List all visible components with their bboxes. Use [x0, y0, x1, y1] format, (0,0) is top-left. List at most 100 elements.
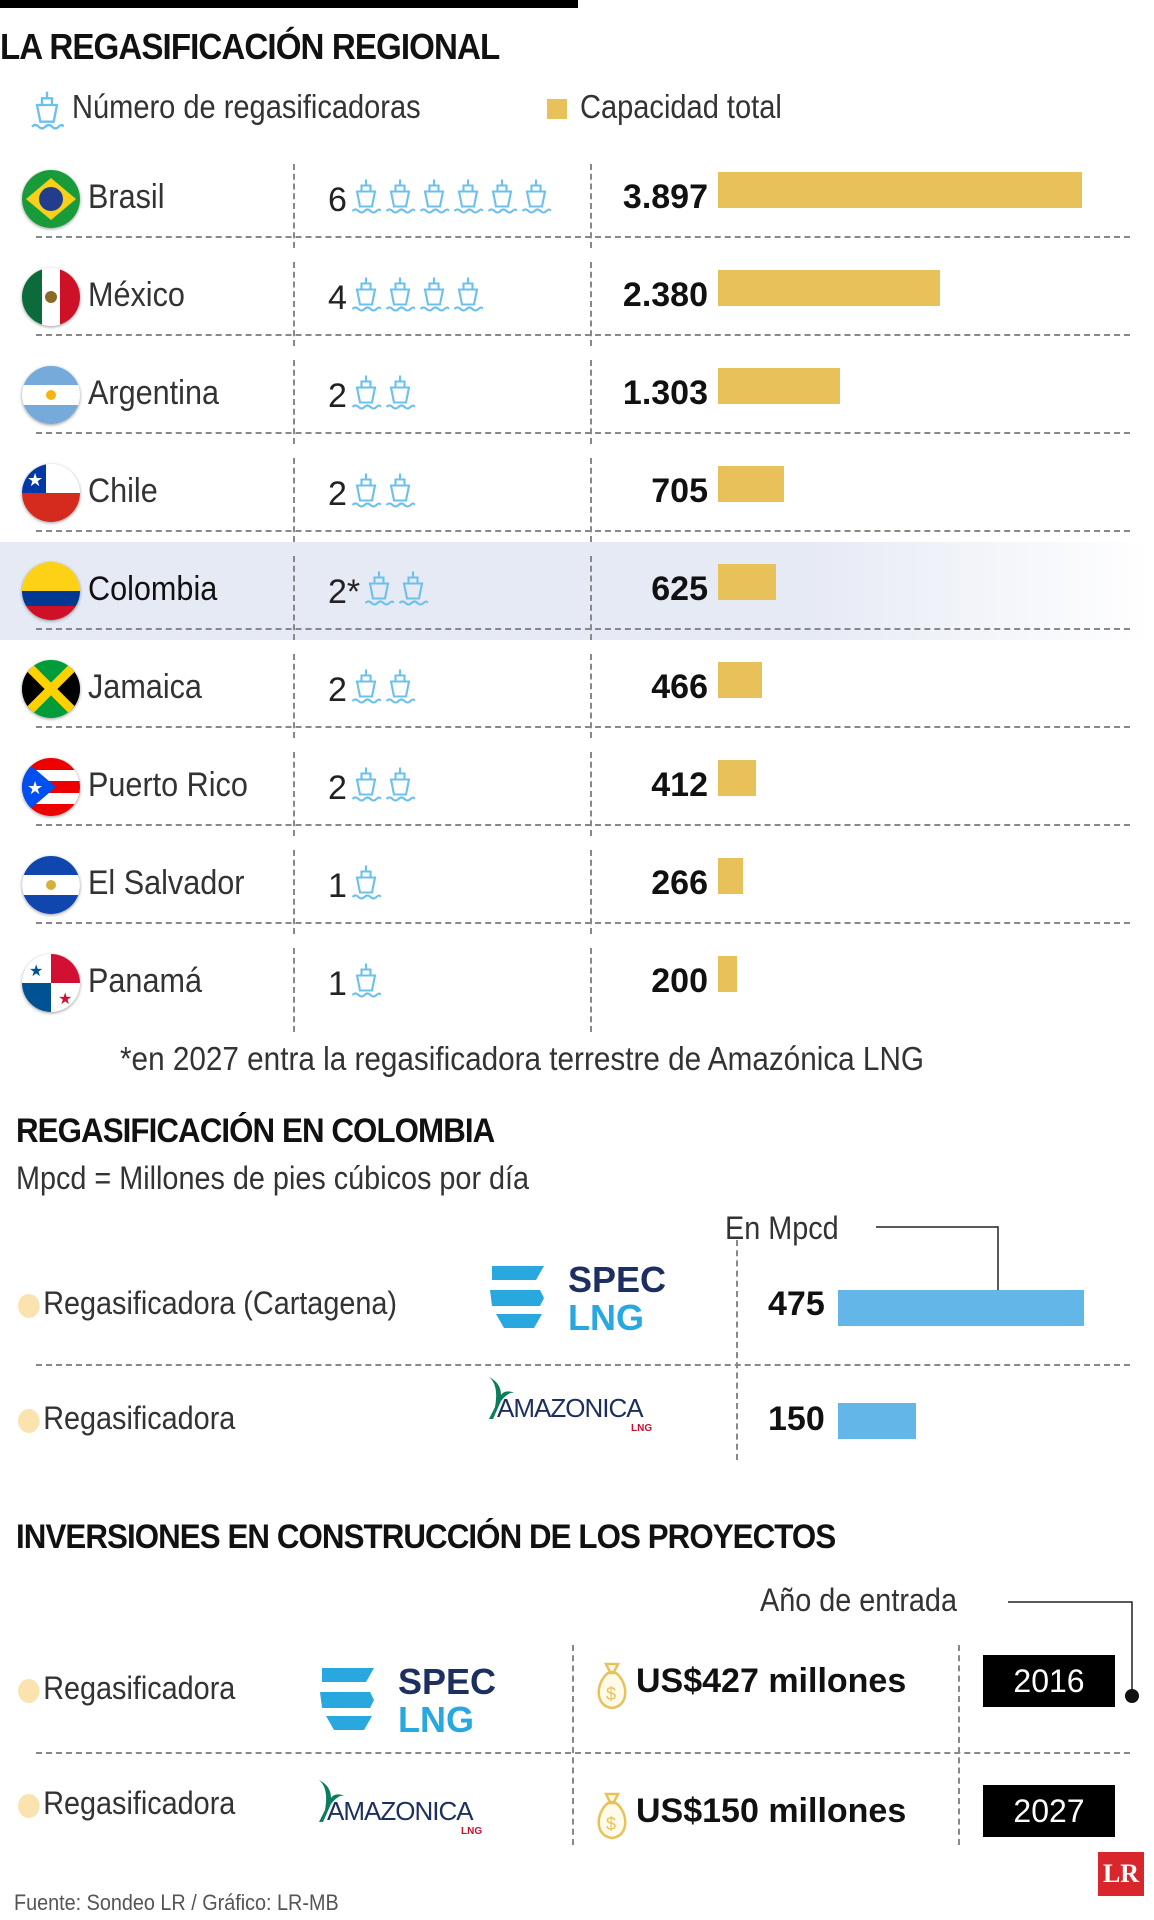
flag-icon: ★ — [22, 464, 80, 522]
capacity-bar-amazonica — [838, 1403, 916, 1439]
regasifier-count: 2 — [328, 668, 416, 713]
svg-text:★: ★ — [58, 991, 72, 1008]
amazonica-lng-logo: AMAZONICA LNG — [485, 1375, 665, 1440]
ship-icon — [453, 276, 484, 321]
regasifier-count: 6 — [328, 178, 552, 223]
ship-icon — [351, 668, 382, 713]
spec-lng-logo: SPEC LNG — [488, 1258, 678, 1343]
money-bag-icon: $ — [592, 1660, 632, 1717]
ship-icon — [398, 570, 430, 615]
ship-icon — [521, 178, 552, 223]
column-divider — [958, 1645, 960, 1845]
capacity-value: 200 — [651, 962, 708, 1000]
year-badge: 2027 — [983, 1785, 1115, 1837]
column-divider — [590, 262, 592, 346]
country-row: Brasil 6 3.897 — [0, 150, 1154, 248]
svg-text:★: ★ — [27, 778, 43, 798]
investment-row-label: Regasificadora — [18, 1670, 235, 1707]
capacity-bar-spec — [838, 1290, 1084, 1326]
column-divider — [590, 654, 592, 738]
year-badge: 2016 — [983, 1655, 1115, 1707]
column-divider — [293, 262, 295, 346]
ship-icon — [385, 472, 416, 517]
capacity-value: 1.303 — [622, 374, 708, 412]
column-divider — [293, 654, 295, 738]
country-name: El Salvador — [88, 864, 245, 902]
country-row: México 4 2.380 — [0, 248, 1154, 346]
svg-text:LNG: LNG — [568, 1297, 644, 1338]
column-divider — [293, 458, 295, 542]
column-divider — [590, 948, 592, 1032]
value-label: 475 — [768, 1285, 825, 1323]
capacity-bar — [718, 760, 757, 796]
column-divider — [572, 1645, 574, 1845]
flag-icon — [22, 170, 80, 228]
capacity-bar — [718, 270, 941, 306]
flag-icon — [22, 856, 80, 914]
row-divider — [36, 628, 1130, 630]
country-row: Jamaica 2 466 — [0, 640, 1154, 738]
investments-title: INVERSIONES EN CONSTRUCCIÓN DE LOS PROYE… — [16, 1518, 836, 1556]
column-divider — [590, 850, 592, 934]
svg-text:★: ★ — [27, 470, 43, 490]
regasifier-count: 4 — [328, 276, 484, 321]
column-divider — [293, 360, 295, 444]
regasifier-count: 1 — [328, 962, 382, 1007]
top-rule — [0, 0, 578, 8]
colombia-subtitle: Mpcd = Millones de pies cúbicos por día — [16, 1160, 530, 1196]
ship-icon — [453, 178, 484, 223]
ship-icon — [351, 864, 382, 909]
legend-capacity-label: Capacidad total — [580, 88, 782, 125]
capacity-value: 412 — [651, 766, 708, 804]
ship-icon — [487, 178, 518, 223]
capacity-bar — [718, 368, 840, 404]
country-name: Jamaica — [88, 668, 202, 706]
ship-icon — [351, 472, 382, 517]
bullet — [18, 1293, 40, 1318]
ship-icon — [385, 766, 416, 811]
regasifier-count: 2 — [328, 374, 416, 419]
row-divider — [36, 236, 1130, 238]
ship-icon — [351, 374, 382, 419]
capacity-value: 705 — [651, 472, 708, 510]
legend-capacity-swatch — [547, 99, 567, 119]
country-name: Brasil — [88, 178, 165, 216]
bullet — [18, 1408, 40, 1433]
ship-icon — [351, 766, 382, 811]
country-name: México — [88, 276, 185, 314]
column-divider — [293, 752, 295, 836]
investment-amount: US$150 millones — [636, 1792, 907, 1830]
capacity-bar — [718, 172, 1082, 208]
regasifier-count: 2 — [328, 472, 416, 517]
legend-count-label: Número de regasificadoras — [72, 88, 421, 125]
country-name: Panamá — [88, 962, 202, 1000]
row-divider — [36, 824, 1130, 826]
svg-text:★: ★ — [29, 963, 43, 980]
country-row: ★ Puerto Rico 2 412 — [0, 738, 1154, 836]
colombia-row-label: Regasificadora — [18, 1400, 235, 1437]
flag-icon — [22, 366, 80, 424]
column-divider — [590, 360, 592, 444]
ship-icon — [364, 570, 396, 615]
ship-icon — [351, 276, 382, 321]
column-divider — [590, 164, 592, 248]
capacity-value: 3.897 — [622, 178, 708, 216]
column-divider — [590, 752, 592, 836]
capacity-bar — [718, 466, 784, 502]
main-title: LA REGASIFICACIÓN REGIONAL — [0, 26, 500, 67]
flag-icon: ★ ★ — [22, 954, 80, 1012]
row-divider — [36, 726, 1130, 728]
column-divider — [293, 850, 295, 934]
capacity-bar — [718, 662, 762, 698]
column-divider — [590, 556, 592, 640]
colombia-row-label: Regasificadora (Cartagena) — [18, 1285, 397, 1322]
capacity-value: 466 — [651, 668, 708, 706]
regasifier-count: 2* — [328, 570, 430, 615]
column-divider — [736, 1240, 738, 1460]
year-leader-line — [1008, 1601, 1139, 1703]
svg-text:AMAZONICA: AMAZONICA — [497, 1393, 644, 1423]
svg-text:AMAZONICA: AMAZONICA — [327, 1796, 474, 1826]
row-divider — [36, 530, 1130, 532]
flag-icon — [22, 562, 80, 620]
ship-icon — [419, 178, 450, 223]
